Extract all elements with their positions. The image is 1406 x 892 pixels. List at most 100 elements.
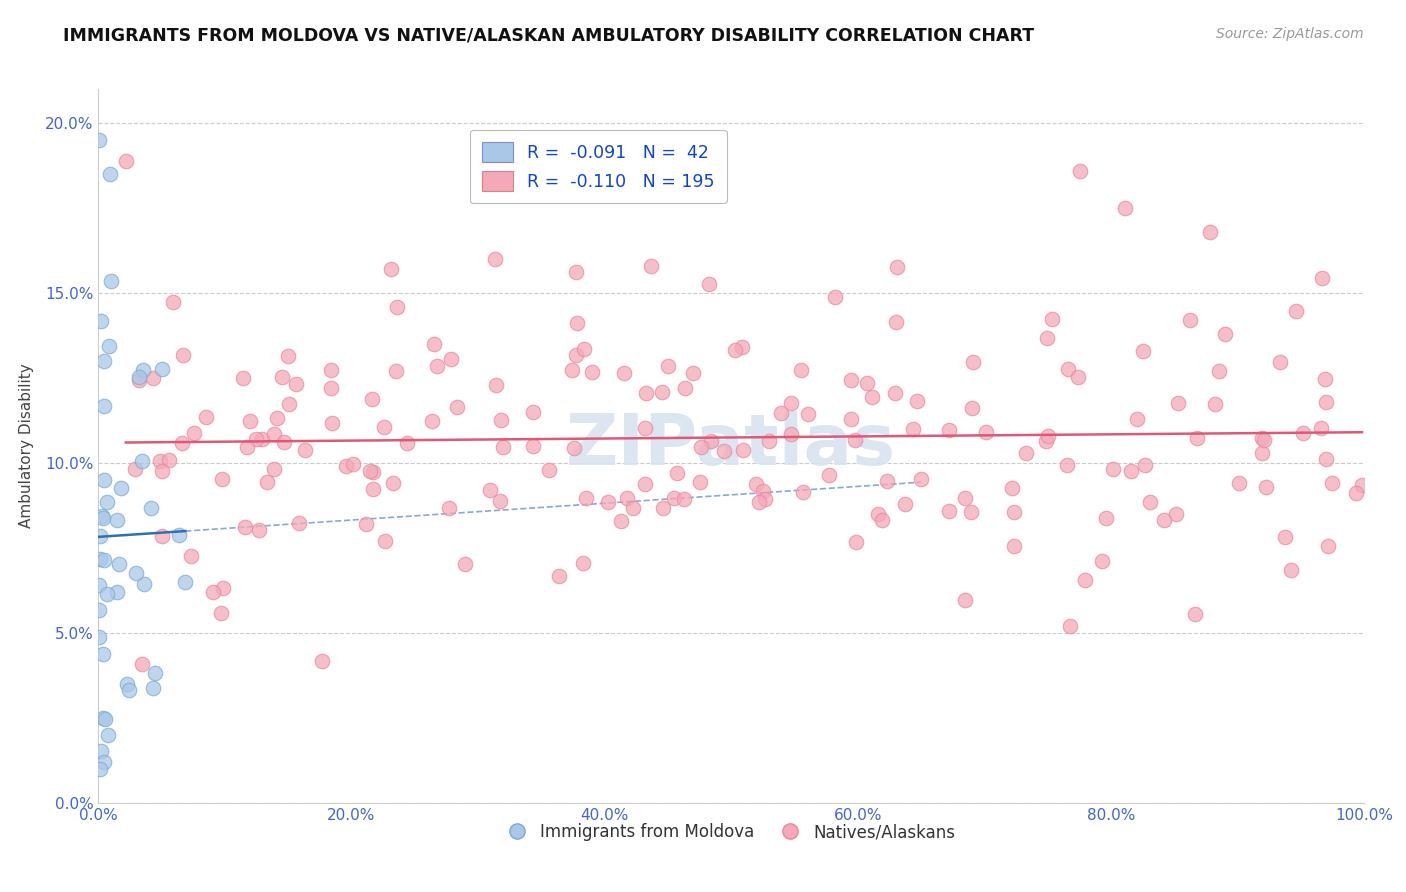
Point [211,472,233,486]
Point [288,516,311,530]
Point [454,557,477,571]
Point [1198,225,1220,239]
Point [634,385,657,400]
Point [745,476,768,491]
Point [1229,476,1251,491]
Point [89,529,111,543]
Point [792,484,814,499]
Point [128,370,150,384]
Point [522,439,544,453]
Point [1126,412,1149,426]
Point [844,434,866,448]
Point [87,603,110,617]
Point [489,494,512,508]
Point [855,376,877,390]
Point [162,294,184,309]
Point [699,277,721,291]
Point [180,549,202,564]
Point [1315,394,1337,409]
Point [1187,431,1209,445]
Point [938,423,960,437]
Point [97,339,120,353]
Point [395,436,418,450]
Point [233,520,256,534]
Point [700,434,723,448]
Point [271,370,294,384]
Point [373,419,395,434]
Point [1178,313,1201,327]
Point [1119,464,1142,478]
Point [839,373,862,387]
Point [1139,495,1161,509]
Point [886,315,908,329]
Point [1251,446,1274,460]
Point [361,392,384,407]
Point [962,355,984,369]
Point [1001,481,1024,495]
Point [1313,372,1336,386]
Point [128,374,150,388]
Point [1056,458,1078,472]
Point [1315,452,1337,467]
Point [484,252,506,266]
Point [876,475,898,489]
Point [1166,507,1188,521]
Point [883,386,905,401]
Point [93,354,115,368]
Point [960,401,983,416]
Point [89,762,111,776]
Point [1056,362,1078,376]
Point [131,657,153,671]
Point [363,482,385,496]
Point [167,528,190,542]
Point [263,462,285,476]
Point [124,462,146,476]
Text: Source: ZipAtlas.com: Source: ZipAtlas.com [1216,27,1364,41]
Point [866,507,889,521]
Point [652,501,675,516]
Point [1316,539,1339,553]
Point [150,464,173,478]
Point [575,491,598,505]
Point [1250,431,1272,445]
Point [1213,326,1236,341]
Point [769,406,792,420]
Point [90,313,112,327]
Point [905,394,928,409]
Point [1069,164,1091,178]
Point [758,434,780,448]
Point [1322,476,1344,491]
Point [561,362,583,376]
Point [285,376,308,391]
Point [194,410,217,425]
Point [953,491,976,505]
Point [97,728,120,742]
Point [211,581,233,595]
Point [616,491,638,505]
Point [256,475,278,489]
Point [118,682,141,697]
Point [273,435,295,450]
Point [1312,271,1334,285]
Point [117,677,139,691]
Point [1101,462,1123,476]
Point [1059,619,1081,633]
Point [93,553,115,567]
Point [105,584,128,599]
Point [382,475,405,490]
Point [354,516,377,531]
Point [657,359,679,373]
Point [938,504,960,518]
Point [860,390,883,404]
Point [894,497,917,511]
Point [157,452,180,467]
Point [1067,370,1090,384]
Point [818,467,841,482]
Point [689,475,711,489]
Point [110,481,132,495]
Point [361,466,384,480]
Point [779,396,801,410]
Point [1094,510,1116,524]
Point [870,513,893,527]
Point [422,414,444,428]
